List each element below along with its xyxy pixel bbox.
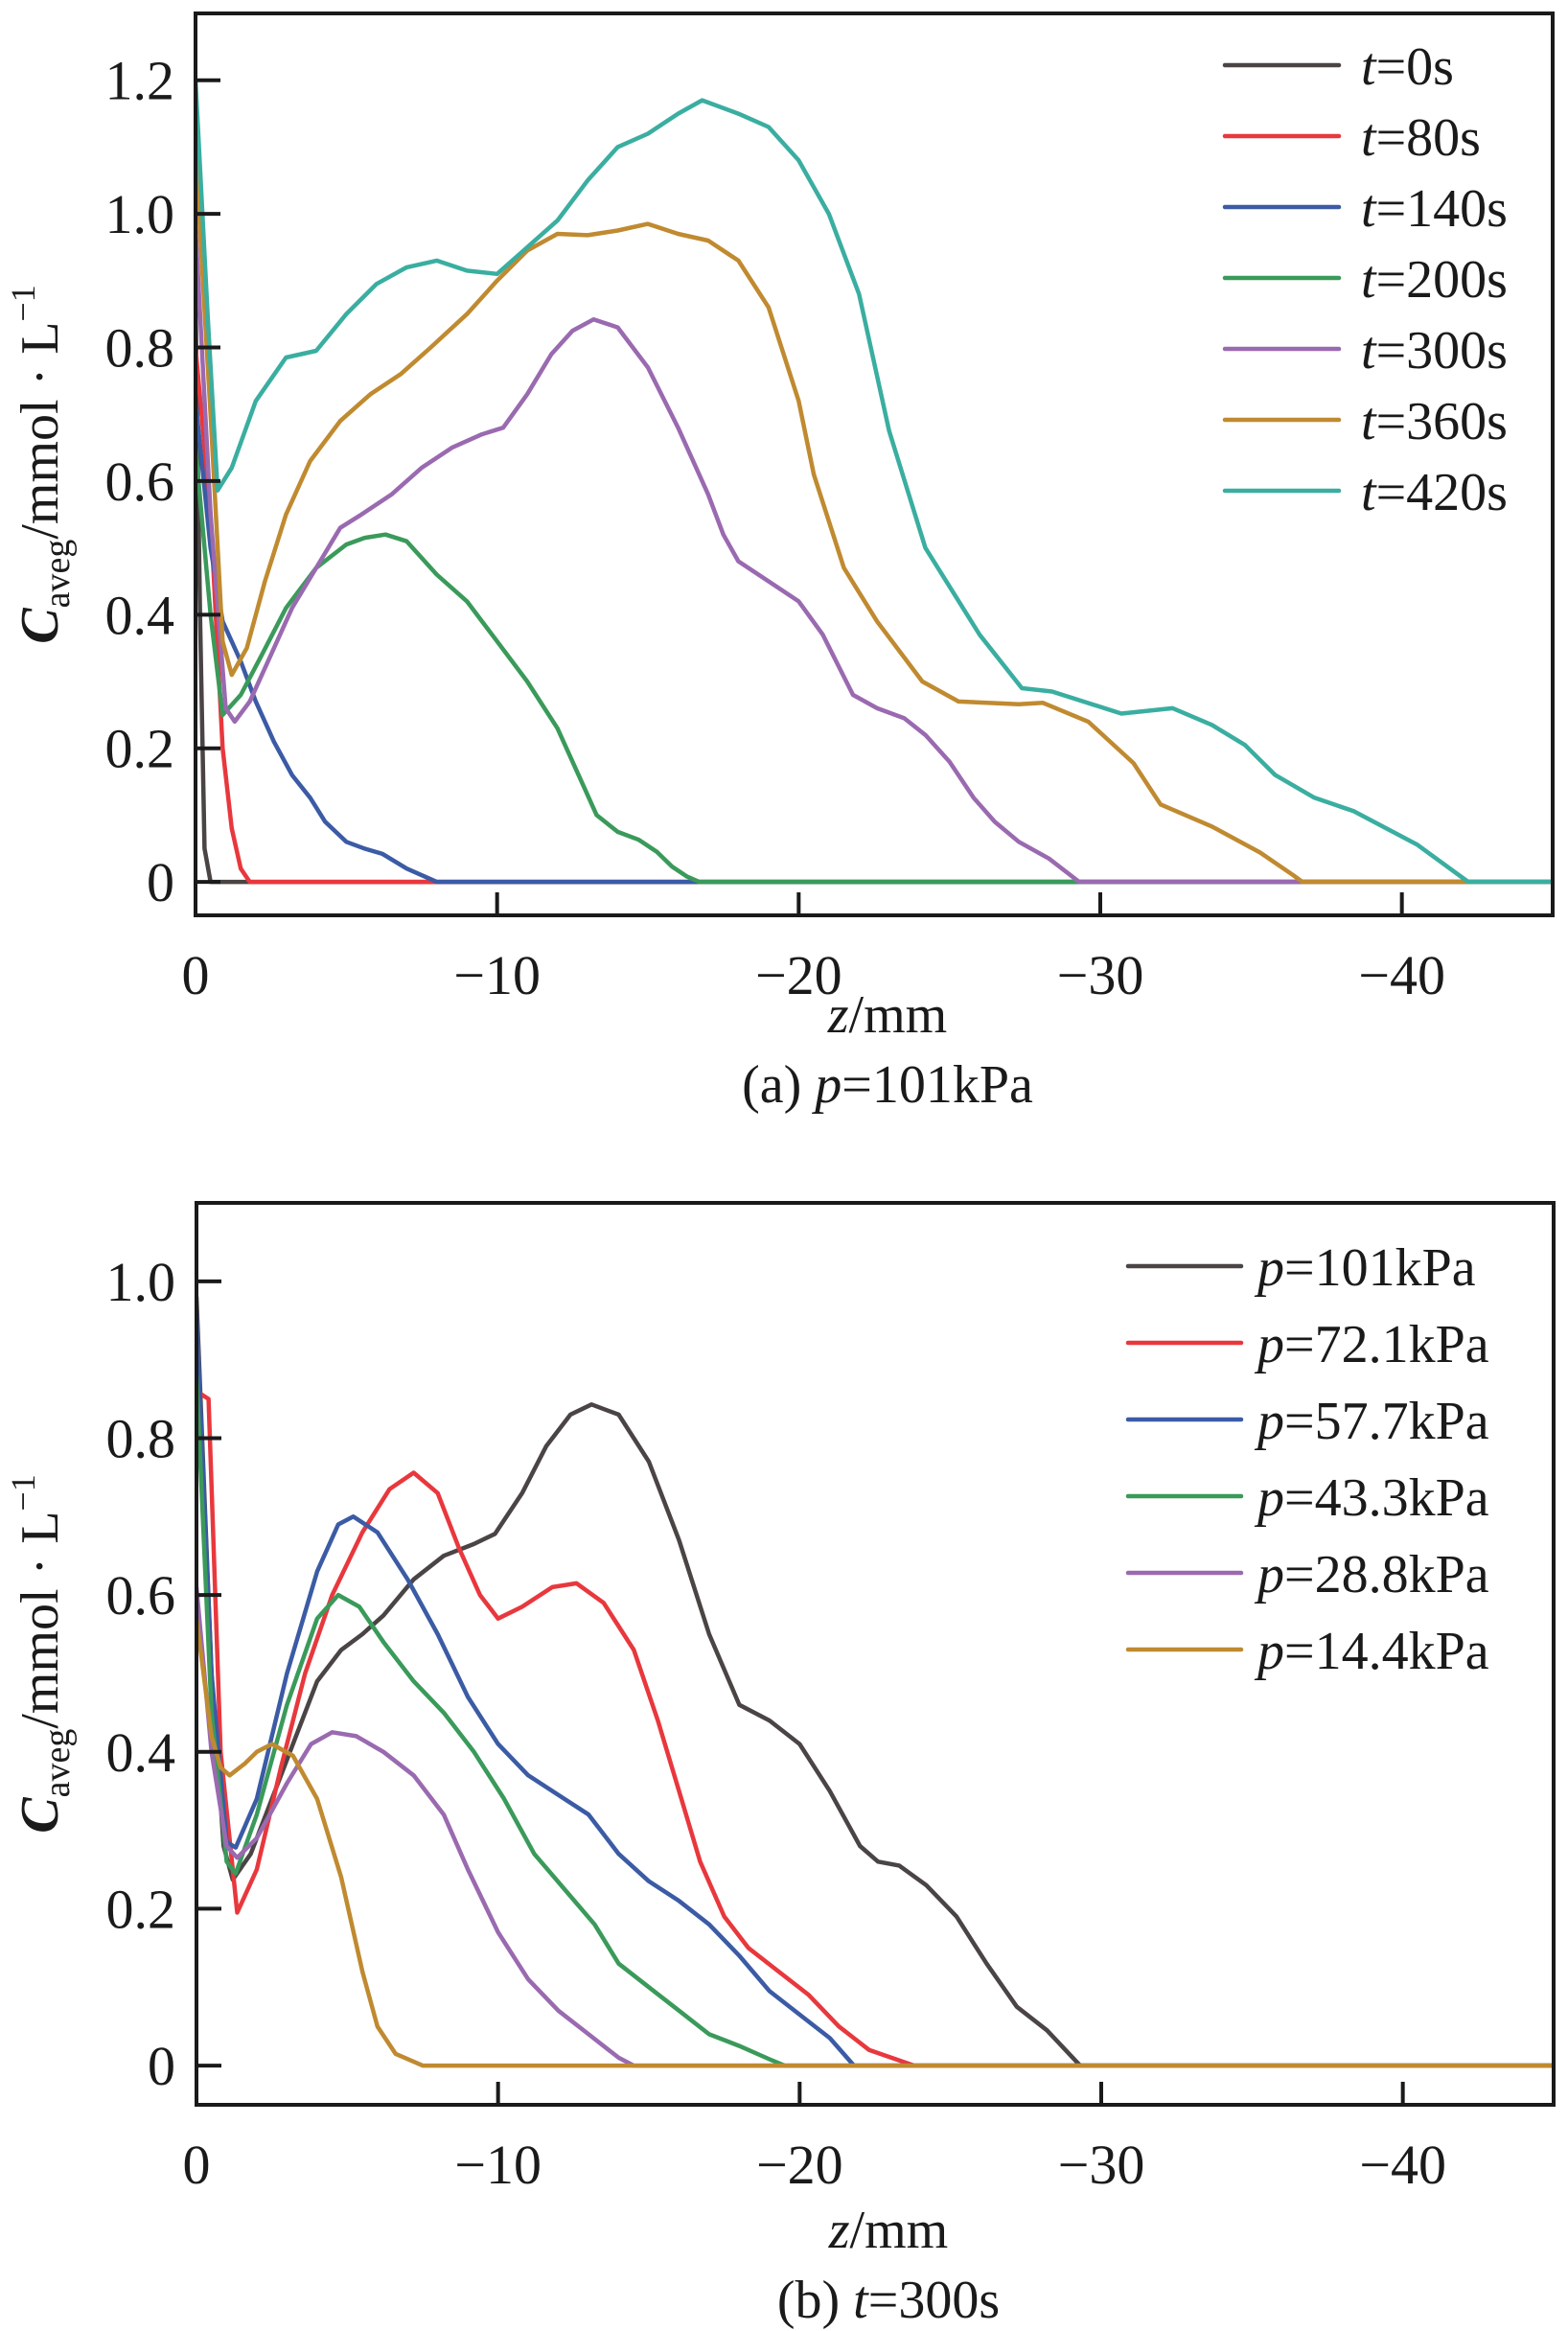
series-line-p-72-1kpa xyxy=(196,1389,1554,2068)
x-tick-label: −40 xyxy=(1359,2134,1446,2196)
plot-frame xyxy=(195,1201,1556,2107)
x-tick-label: 0 xyxy=(183,2134,211,2196)
y-tick-label: 0.8 xyxy=(106,1407,176,1469)
legend: p=101kPa p=72.1kPa p=57.7kPa p=43.3kPa p=28.… xyxy=(1125,1238,1489,1681)
series-group xyxy=(196,1294,1554,2068)
legend-label: p=14.4kPa xyxy=(1254,1622,1489,1681)
series-line-t-420s xyxy=(196,78,1553,885)
y-tick-label: 0.4 xyxy=(106,1721,176,1784)
series-line-p-43-3kpa xyxy=(196,1373,1554,2068)
legend-label: p=72.1kPa xyxy=(1254,1315,1489,1374)
series-line-p-14-4kpa xyxy=(196,1616,1554,2068)
legend-item: t=140s xyxy=(1222,179,1508,239)
x-tick-label: −40 xyxy=(1358,944,1445,1006)
legend-label: p=101kPa xyxy=(1254,1238,1476,1298)
y-tick-label: 0.8 xyxy=(105,317,175,380)
y-tick-label: 0.2 xyxy=(106,1878,176,1940)
y-tick-label: 0.4 xyxy=(105,584,175,646)
x-tick-label: −30 xyxy=(1058,2134,1145,2196)
y-axis-label: Caveg/mmol · L−1 xyxy=(4,1474,78,1834)
x-tick-label: −10 xyxy=(454,2134,542,2196)
y-tick-label: 1.0 xyxy=(105,183,175,245)
legend-label: t=0s xyxy=(1361,37,1454,97)
plot-frame xyxy=(194,12,1555,917)
legend-label: p=43.3kPa xyxy=(1254,1468,1489,1528)
series-line-t-300s xyxy=(196,224,1553,885)
x-axis-label: z/mm xyxy=(828,2201,948,2260)
legend-label: t=420s xyxy=(1361,463,1508,522)
legend-item: t=200s xyxy=(1222,250,1508,310)
x-tick-label: 0 xyxy=(182,944,210,1006)
panel-caption: (a) p=101kPa xyxy=(742,1055,1033,1115)
legend-label: t=80s xyxy=(1361,108,1481,168)
y-tick-label: 0 xyxy=(147,851,174,913)
legend-item: p=57.7kPa xyxy=(1125,1392,1489,1451)
legend-item: p=72.1kPa xyxy=(1125,1315,1489,1374)
legend-label: p=57.7kPa xyxy=(1254,1392,1489,1451)
legend-item: t=80s xyxy=(1222,108,1481,168)
y-tick-label: 1.2 xyxy=(105,50,175,112)
series-line-p-28-8kpa xyxy=(196,1584,1554,2068)
legend-label: p=28.8kPa xyxy=(1254,1545,1489,1604)
y-axis-label: Caveg/mmol · L−1 xyxy=(4,285,78,644)
x-tick-label: −20 xyxy=(755,944,842,1006)
x-tick-label: −20 xyxy=(756,2134,843,2196)
series-line-t-360s xyxy=(196,151,1553,885)
chart-panel-a: 0 −10 −20 −30 −40 0 0.2 0.4 0.6 0.8 1.0 1.2 z/mm (a) … xyxy=(4,12,1555,1115)
series-line-t-0s xyxy=(196,298,1553,885)
legend-item: p=101kPa xyxy=(1125,1238,1476,1298)
x-axis-label: z/mm xyxy=(827,985,947,1045)
legend-item: p=28.8kPa xyxy=(1125,1545,1489,1604)
series-group xyxy=(196,78,1553,885)
panel-caption: (b) t=300s xyxy=(777,2271,1000,2330)
legend: t=0s t=80s t=140s t=200s t=300s t=360s t=420s xyxy=(1222,37,1508,522)
chart-panel-b: 0 −10 −20 −30 −40 0 0.2 0.4 0.6 0.8 1.0 z/mm (b) t=3… xyxy=(4,1201,1556,2330)
legend-item: p=43.3kPa xyxy=(1125,1468,1489,1528)
y-tick-label: 1.0 xyxy=(106,1251,176,1313)
y-tick-label: 0 xyxy=(148,2035,175,2097)
series-line-t-140s xyxy=(196,399,1553,885)
legend-item: t=300s xyxy=(1222,321,1508,381)
series-line-p-101kpa xyxy=(196,1294,1554,2068)
series-line-t-200s xyxy=(196,445,1553,885)
legend-item: t=420s xyxy=(1222,463,1508,522)
y-tick-label: 0.2 xyxy=(105,718,175,780)
x-tick-label: −30 xyxy=(1057,944,1144,1006)
legend-item: t=0s xyxy=(1222,37,1454,97)
y-tick-label: 0.6 xyxy=(105,450,175,513)
legend-label: t=300s xyxy=(1361,321,1508,381)
legend-item: p=14.4kPa xyxy=(1125,1622,1489,1681)
legend-label: t=360s xyxy=(1361,392,1508,451)
y-tick-label: 0.6 xyxy=(106,1564,176,1627)
legend-label: t=200s xyxy=(1361,250,1508,310)
series-line-p-57-7kpa xyxy=(196,1310,1554,2068)
x-tick-label: −10 xyxy=(453,944,541,1006)
legend-label: t=140s xyxy=(1361,179,1508,239)
legend-item: t=360s xyxy=(1222,392,1508,451)
